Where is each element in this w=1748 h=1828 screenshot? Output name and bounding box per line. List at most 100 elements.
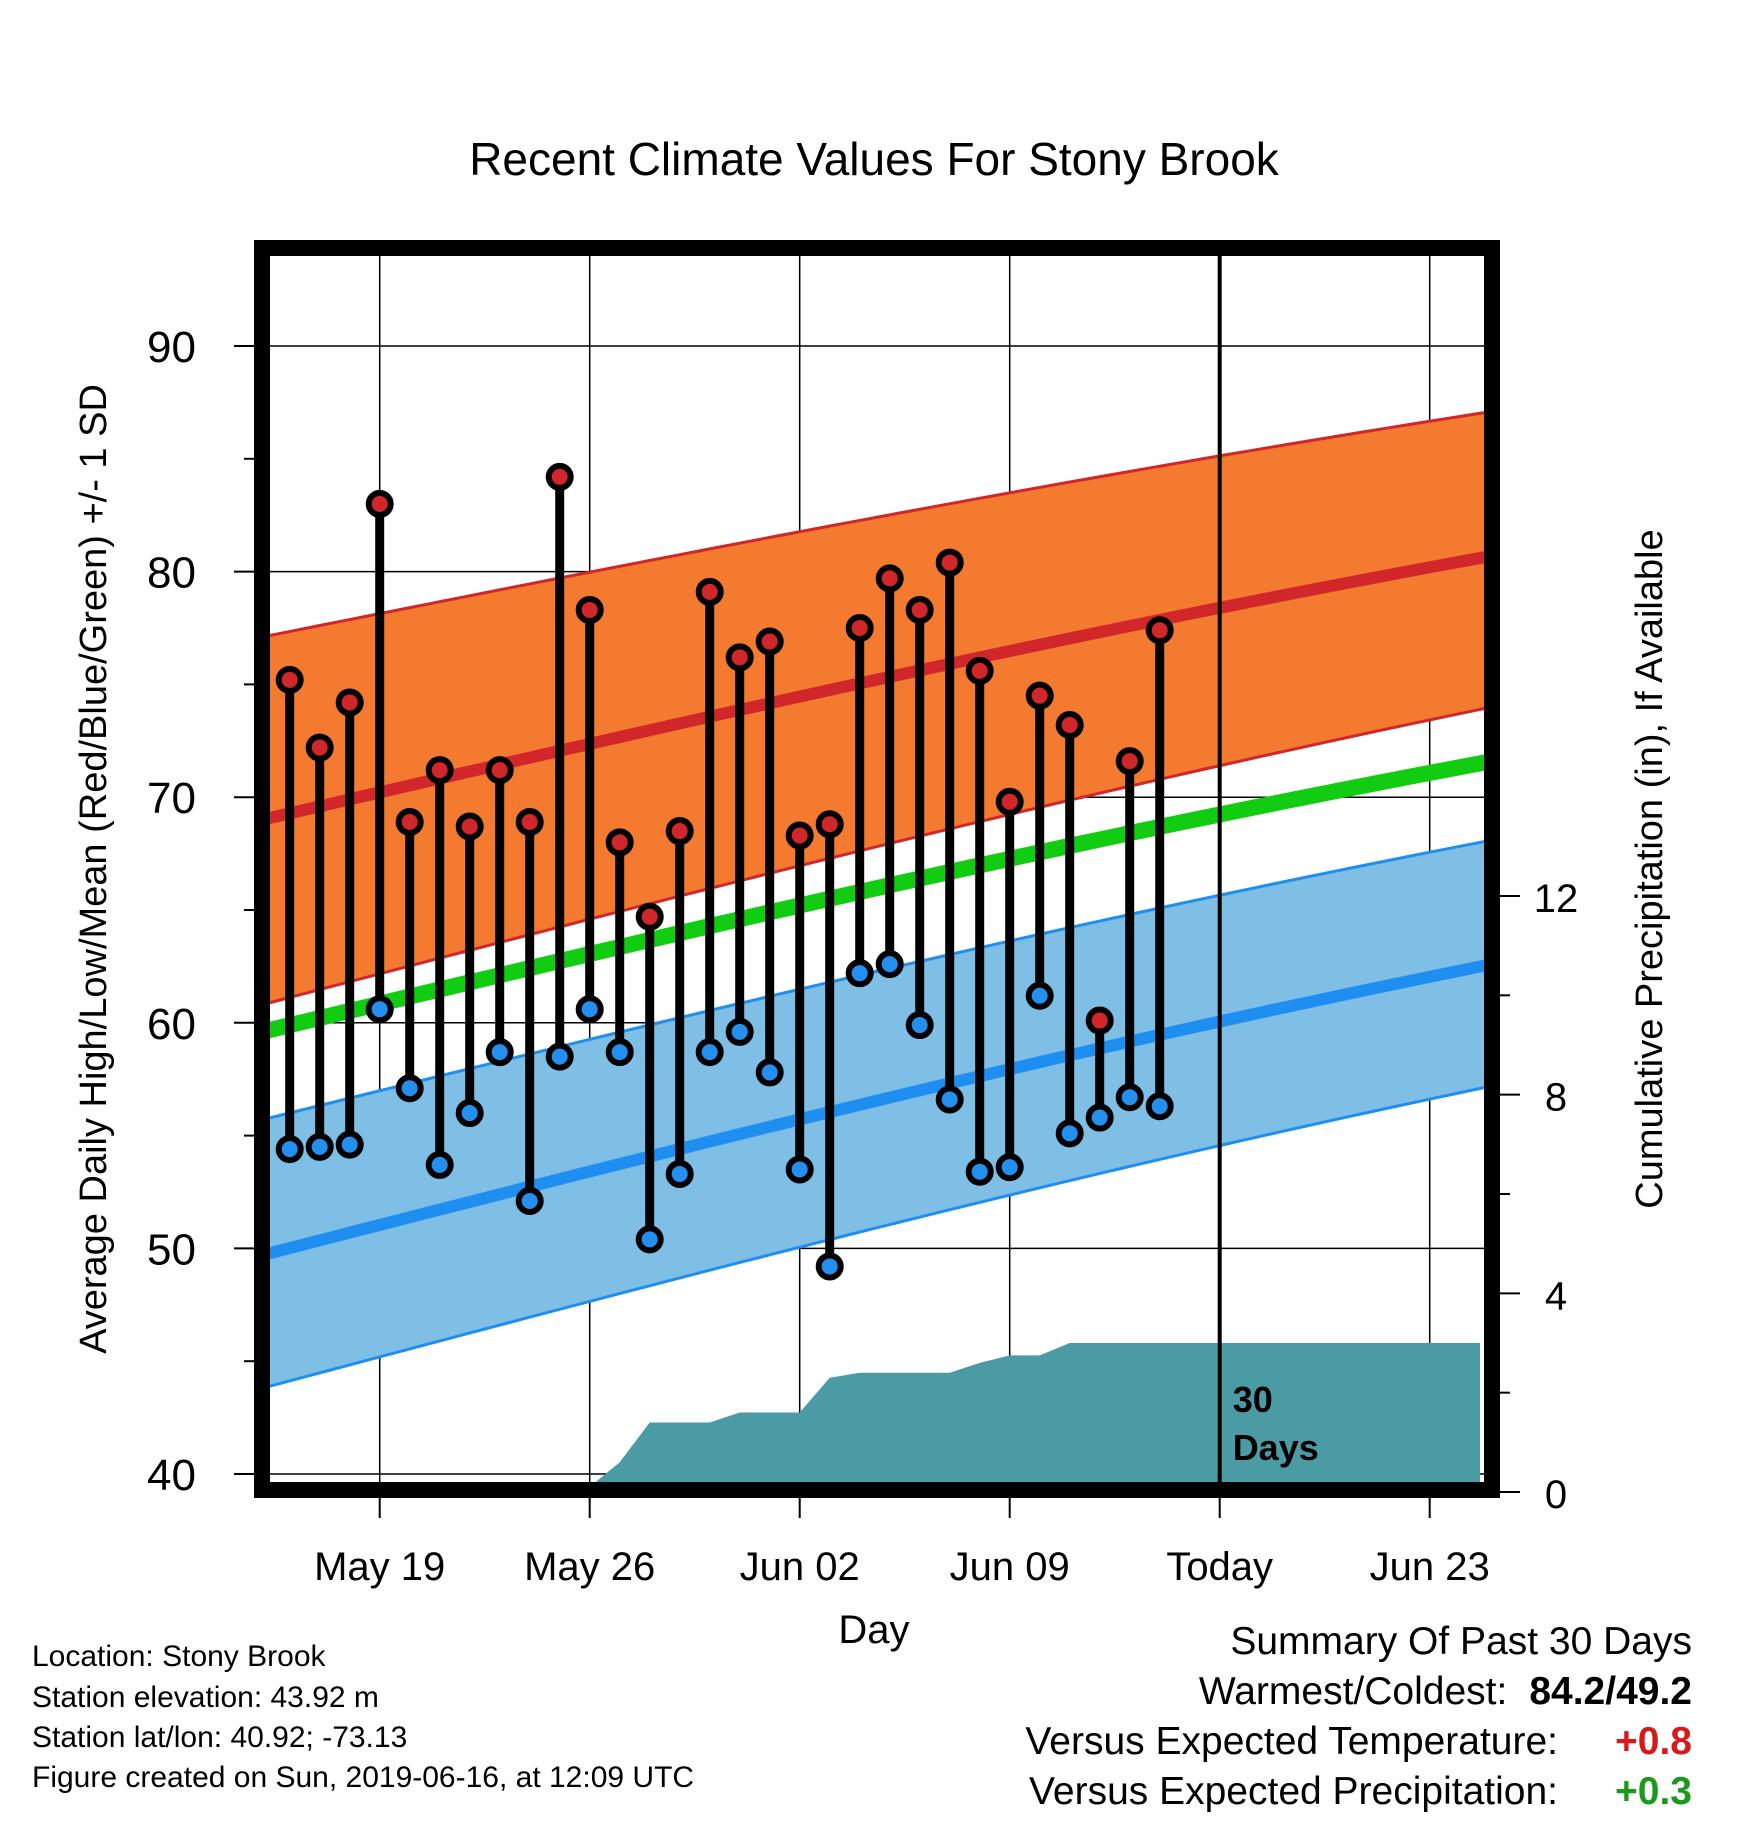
- high-marker: [815, 810, 844, 839]
- low-marker: [755, 1058, 784, 1087]
- summary-warmest: Warmest/Coldest: 84.2/49.2: [1199, 1670, 1692, 1714]
- y-tick-label: 60: [147, 1000, 196, 1049]
- high-marker: [335, 688, 364, 717]
- low-marker: [1145, 1092, 1174, 1121]
- low-marker: [575, 995, 604, 1024]
- y-tick-label: 50: [147, 1225, 196, 1274]
- low-marker: [605, 1038, 634, 1067]
- plot-frame: [254, 240, 1500, 1498]
- y2-tick-label: 8: [1545, 1076, 1567, 1120]
- high-marker: [605, 828, 634, 857]
- created-text: Figure created on Sun, 2019-06-16, at 12…: [32, 1761, 695, 1794]
- y2-axis-title: Cumulative Precipitation (in), If Availa…: [1629, 529, 1671, 1208]
- x-tick-label: Jun 02: [740, 1545, 860, 1589]
- elevation-text: Station elevation: 43.92 m: [32, 1681, 379, 1714]
- low-marker: [455, 1099, 484, 1128]
- low-marker: [425, 1150, 454, 1179]
- x-tick-label: Jun 09: [950, 1545, 1070, 1589]
- normal-high-line: [260, 549, 1494, 826]
- high-marker: [275, 665, 304, 694]
- high-marker: [755, 627, 784, 656]
- normal-low-line: [260, 958, 1494, 1261]
- high-marker: [905, 595, 934, 624]
- low-marker: [485, 1038, 514, 1067]
- low-marker: [845, 959, 874, 988]
- x-axis-title: Day: [838, 1608, 909, 1652]
- high-marker: [515, 808, 544, 837]
- high-marker: [1025, 681, 1054, 710]
- low-marker: [875, 950, 904, 979]
- y2-tick-label: 0: [1545, 1473, 1567, 1517]
- y2-tick-label: 12: [1534, 877, 1579, 921]
- low-marker: [725, 1017, 754, 1046]
- precip-label: Versus Expected Precipitation:: [1029, 1770, 1558, 1813]
- high-marker: [845, 614, 874, 642]
- high-marker: [665, 817, 694, 846]
- low-marker: [995, 1153, 1024, 1182]
- high-marker: [485, 756, 514, 785]
- low-marker: [305, 1132, 334, 1161]
- x-tick-label: Jun 23: [1370, 1545, 1490, 1589]
- low-marker: [665, 1159, 694, 1188]
- x-tick-label: May 26: [524, 1545, 655, 1589]
- temp-value: +0.8: [1615, 1720, 1692, 1763]
- high-marker: [875, 564, 904, 593]
- today-label-line1: 30: [1233, 1379, 1273, 1420]
- high-marker: [365, 489, 394, 518]
- y-tick-label: 40: [147, 1451, 196, 1500]
- precip-area: [259, 1343, 1481, 1492]
- high-marker: [305, 733, 334, 762]
- low-marker: [815, 1252, 844, 1281]
- high-marker: [545, 462, 574, 491]
- low-marker: [695, 1038, 724, 1067]
- normal-low-band-edge: [261, 1084, 1493, 1390]
- low-marker: [365, 995, 394, 1024]
- chart-title: Recent Climate Values For Stony Brook: [469, 133, 1279, 185]
- warmest-value: 84.2/49.2: [1529, 1670, 1692, 1713]
- normal-low-band: [262, 840, 1492, 1389]
- high-marker: [575, 595, 604, 624]
- low-marker: [785, 1155, 814, 1184]
- y-tick-label: 90: [147, 323, 196, 372]
- today-label-line2: Days: [1233, 1427, 1319, 1468]
- summary-precip: Versus Expected Precipitation: +0.3: [1029, 1770, 1692, 1814]
- low-marker: [1115, 1083, 1144, 1112]
- x-tick-label: Today: [1166, 1545, 1273, 1589]
- y-tick-label: 80: [147, 549, 196, 598]
- normal-high-band: [262, 411, 1492, 1005]
- precip-value: +0.3: [1615, 1770, 1692, 1813]
- high-marker: [965, 656, 994, 685]
- low-marker: [545, 1042, 574, 1071]
- y2-tick-label: 4: [1545, 1274, 1567, 1318]
- normal-high-band-edge: [261, 409, 1493, 639]
- latlon-text: Station lat/lon: 40.92; -73.13: [32, 1721, 408, 1754]
- summary-temp: Versus Expected Temperature: +0.8: [1025, 1720, 1692, 1764]
- high-marker: [995, 787, 1024, 816]
- y-tick-label: 70: [147, 774, 196, 823]
- location-text: Location: Stony Brook: [32, 1640, 326, 1673]
- y-axis-title: Average Daily High/Low/Mean (Red/Blue/Gr…: [73, 384, 115, 1354]
- temp-label: Versus Expected Temperature:: [1025, 1720, 1558, 1763]
- low-marker: [515, 1187, 544, 1216]
- low-marker: [1085, 1103, 1114, 1132]
- high-marker: [785, 821, 814, 850]
- summary-heading: Summary Of Past 30 Days: [1230, 1620, 1692, 1663]
- warmest-label: Warmest/Coldest:: [1198, 1670, 1508, 1713]
- low-marker: [335, 1130, 364, 1159]
- x-tick-label: May 19: [314, 1545, 445, 1589]
- high-marker: [725, 643, 754, 672]
- high-marker: [1115, 747, 1144, 776]
- high-marker: [1085, 1006, 1114, 1035]
- high-marker: [395, 808, 424, 837]
- low-marker: [395, 1074, 424, 1103]
- low-marker: [635, 1225, 664, 1254]
- high-marker: [695, 577, 724, 606]
- high-marker: [1055, 711, 1084, 740]
- low-marker: [1055, 1119, 1084, 1148]
- low-marker: [1025, 981, 1054, 1010]
- high-marker: [635, 902, 664, 931]
- low-marker: [275, 1135, 304, 1164]
- low-marker: [905, 1011, 934, 1040]
- high-marker: [935, 548, 964, 577]
